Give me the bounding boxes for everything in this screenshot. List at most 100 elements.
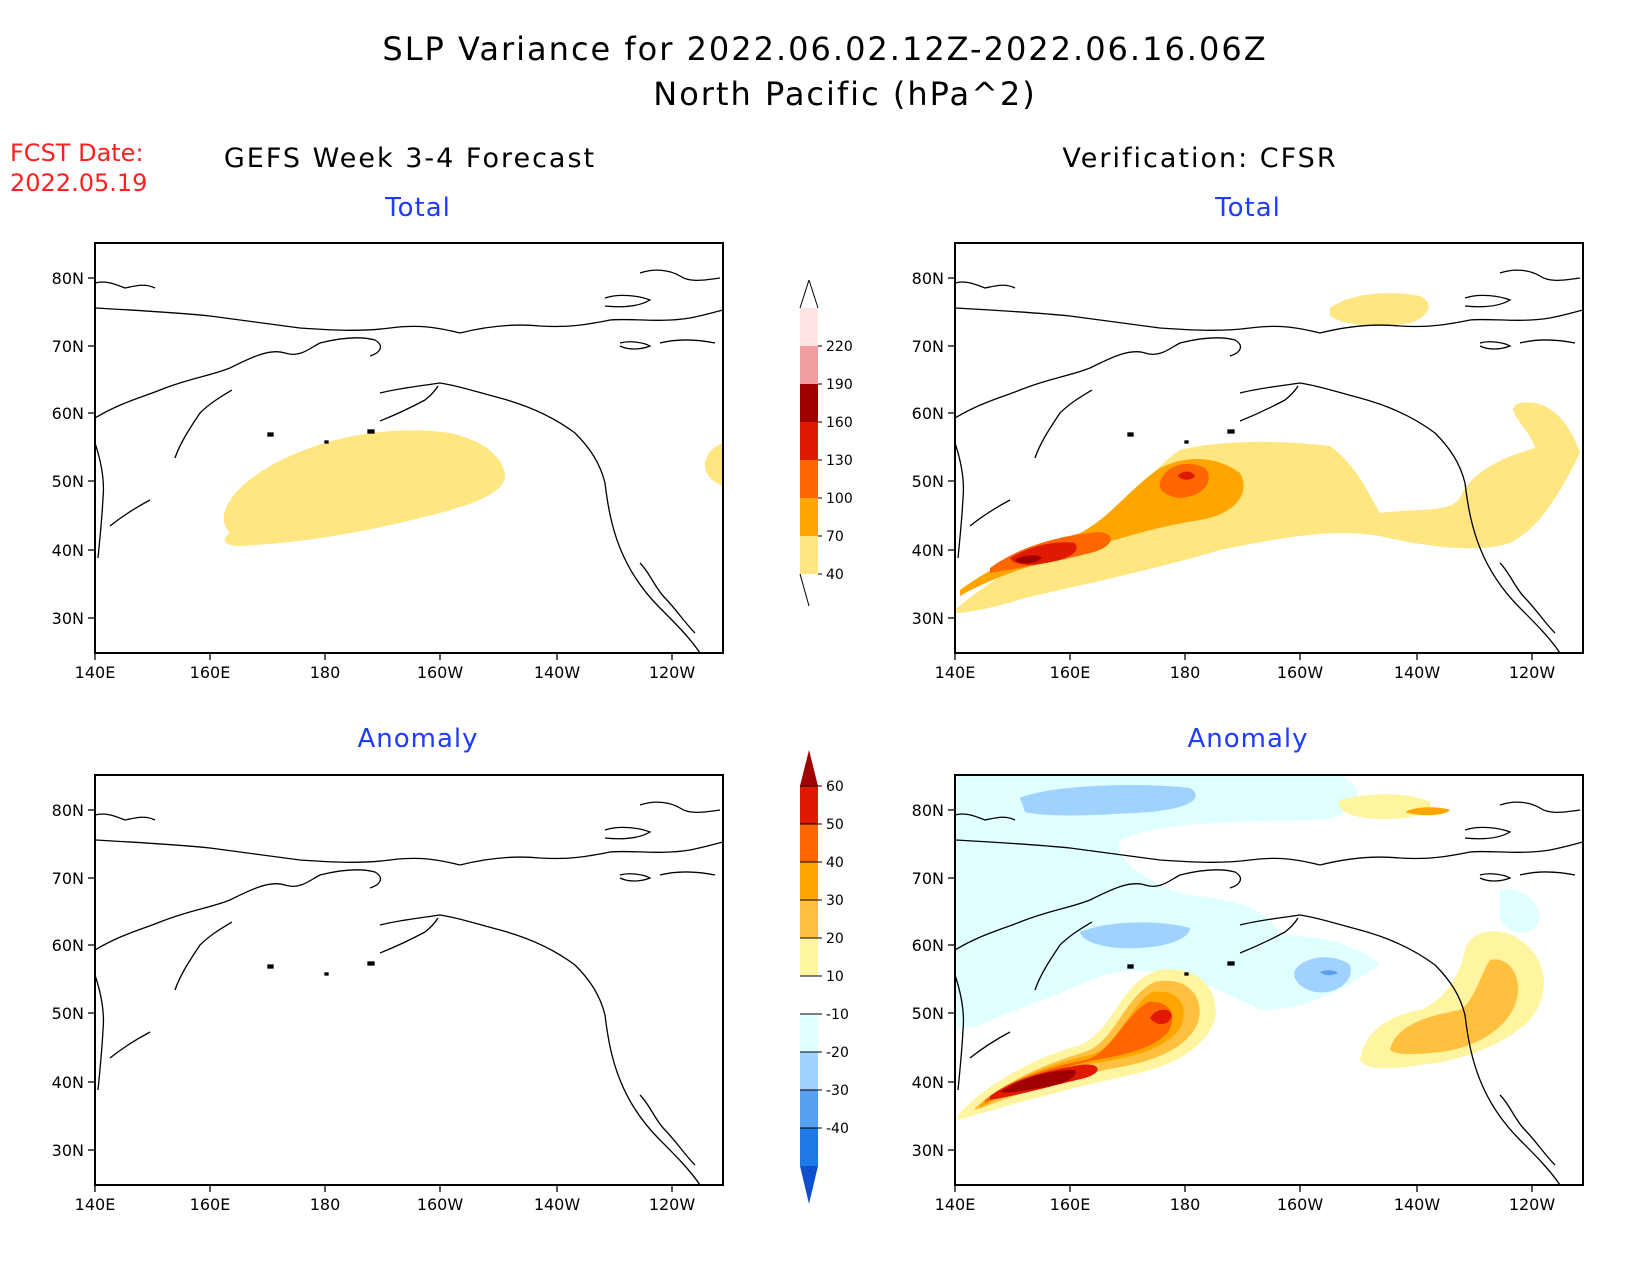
- coastline: [955, 269, 1583, 653]
- colorbar-level-label: -30: [826, 1083, 849, 1099]
- variance-area-40-70: [223, 430, 506, 546]
- lon-tick-label: 160W: [1277, 1195, 1324, 1214]
- anomaly-area-minus20: [1020, 785, 1196, 816]
- anomaly-area-minus30: [1320, 970, 1338, 976]
- map-forecast-total: 80N 70N 60N 50N 40N 30N 140E 160E 180 160W 140W 120…: [52, 242, 724, 682]
- lon-tick-label: 140E: [935, 1195, 976, 1214]
- lat-tick-label: 70N: [912, 869, 944, 888]
- colorbar-level-label: 60: [826, 779, 844, 795]
- lon-tick-label: 140W: [534, 1195, 581, 1214]
- lat-tick-label: 60N: [912, 936, 944, 955]
- colorbar-swatch: [800, 900, 818, 938]
- lat-tick-label: 30N: [52, 609, 84, 628]
- colorbar-level-label: 160: [826, 415, 853, 431]
- forecast-column-title: GEFS Week 3-4 Forecast: [223, 143, 597, 174]
- anomaly-area-minus10: [955, 775, 1380, 1030]
- lat-tick-label: 70N: [52, 869, 84, 888]
- lon-tick-label: 140W: [534, 663, 581, 682]
- main-subtitle: North Pacific (hPa^2): [653, 75, 1037, 113]
- lat-tick-label: 70N: [912, 337, 944, 356]
- lat-tick-label: 80N: [52, 801, 84, 820]
- map-frame: [954, 242, 1584, 654]
- colorbar-swatch: [800, 938, 818, 976]
- colorbar-swatch: [800, 976, 818, 1014]
- colorbar-swatch: [800, 862, 818, 900]
- colorbar-level-label: 100: [826, 491, 853, 507]
- lat-tick-label: 60N: [52, 936, 84, 955]
- panel-title-forecast-total: Total: [385, 193, 451, 223]
- lon-tick-label: 140E: [935, 663, 976, 682]
- lon-tick-label: 180: [310, 1195, 341, 1214]
- colorbar-swatch: [800, 1090, 818, 1128]
- lat-tick-label: 80N: [912, 269, 944, 288]
- variance-area-160-190: [1015, 555, 1042, 564]
- map-axes: 80N 70N 60N 50N 40N 30N 140E 160E 180 160W 140W 120…: [912, 269, 1556, 682]
- lat-tick-label: 50N: [52, 472, 84, 491]
- colorbar-swatch: [800, 824, 818, 862]
- coastline: [955, 801, 1583, 1185]
- lat-tick-label: 60N: [52, 404, 84, 423]
- lon-tick-label: 180: [310, 663, 341, 682]
- lon-tick-label: 160E: [1050, 663, 1091, 682]
- colorbar-anomaly: 60 50 40 30 20 10 -10 -20 -30 -40: [800, 750, 849, 1204]
- map-forecast-anomaly: 80N 70N 60N 50N 40N 30N 140E 160E 180 160W 140W 120…: [52, 774, 724, 1214]
- lat-tick-label: 30N: [912, 1141, 944, 1160]
- colorbar-swatch: [800, 786, 818, 824]
- variance-area-130-160b: [1178, 471, 1195, 480]
- colorbar-level-label: 220: [826, 339, 853, 355]
- coastline: [95, 269, 723, 653]
- colorbar-swatch: [800, 1014, 818, 1052]
- map-frame: [94, 242, 724, 654]
- lon-tick-label: 160W: [1277, 663, 1324, 682]
- lon-tick-label: 160W: [417, 1195, 464, 1214]
- colorbar-swatch: [800, 498, 818, 536]
- anomaly-area-minus10b: [1500, 889, 1540, 934]
- fcst-date-label: FCST Date:: [10, 139, 144, 167]
- colorbar-swatch: [800, 750, 818, 786]
- lon-tick-label: 120W: [649, 663, 696, 682]
- lat-tick-label: 30N: [912, 609, 944, 628]
- colorbar-level-label: 20: [826, 931, 844, 947]
- map-verification-anomaly: 80N 70N 60N 50N 40N 30N 140E 160E 180 160W 140W 120…: [912, 774, 1584, 1214]
- lon-tick-label: 120W: [649, 1195, 696, 1214]
- colorbar-swatch: [800, 1128, 818, 1166]
- variance-area-edge: [704, 443, 723, 486]
- lon-tick-label: 140W: [1394, 1195, 1441, 1214]
- colorbar-level-label: -20: [826, 1045, 849, 1061]
- colorbar-level-label: 50: [826, 817, 844, 833]
- lat-tick-label: 40N: [52, 1073, 84, 1092]
- lon-tick-label: 140E: [75, 663, 116, 682]
- lat-tick-label: 80N: [912, 801, 944, 820]
- colorbar-swatch: [800, 1052, 818, 1090]
- colorbar-swatch: [800, 346, 818, 384]
- lon-tick-label: 140E: [75, 1195, 116, 1214]
- main-title: SLP Variance for 2022.06.02.12Z-2022.06.…: [382, 30, 1268, 68]
- colorbar-level-label: -10: [826, 1007, 849, 1023]
- colorbar-level-label: 190: [826, 377, 853, 393]
- anomaly-area-plus50b: [1150, 1009, 1172, 1025]
- lat-tick-label: 50N: [912, 1004, 944, 1023]
- lon-tick-label: 180: [1170, 663, 1201, 682]
- lat-tick-label: 40N: [912, 541, 944, 560]
- panel-title-verification-total: Total: [1215, 193, 1281, 223]
- lon-tick-label: 160E: [190, 1195, 231, 1214]
- colorbar-swatch: [800, 308, 818, 346]
- fcst-date-value: 2022.05.19: [10, 169, 148, 197]
- colorbar-swatch: [800, 384, 818, 422]
- lat-tick-label: 30N: [52, 1141, 84, 1160]
- lat-tick-label: 70N: [52, 337, 84, 356]
- map-axes: 80N 70N 60N 50N 40N 30N 140E 160E 180 160W 140W 120…: [912, 801, 1556, 1214]
- colorbar-swatch: [800, 1166, 818, 1204]
- colorbar-level-label: 40: [826, 855, 844, 871]
- variance-area-100-130b: [1159, 463, 1209, 498]
- lon-tick-label: 160E: [1050, 1195, 1091, 1214]
- anomaly-area-plus60: [1000, 1070, 1076, 1093]
- colorbar-total: 40 70 100 130 160 190 220: [799, 280, 853, 607]
- lon-tick-label: 160E: [190, 663, 231, 682]
- verification-column-title: Verification: CFSR: [1062, 143, 1338, 174]
- lon-tick-label: 160W: [417, 663, 464, 682]
- colorbar-swatch: [800, 460, 818, 498]
- lat-tick-label: 80N: [52, 269, 84, 288]
- lat-tick-label: 50N: [912, 472, 944, 491]
- lat-tick-label: 60N: [912, 404, 944, 423]
